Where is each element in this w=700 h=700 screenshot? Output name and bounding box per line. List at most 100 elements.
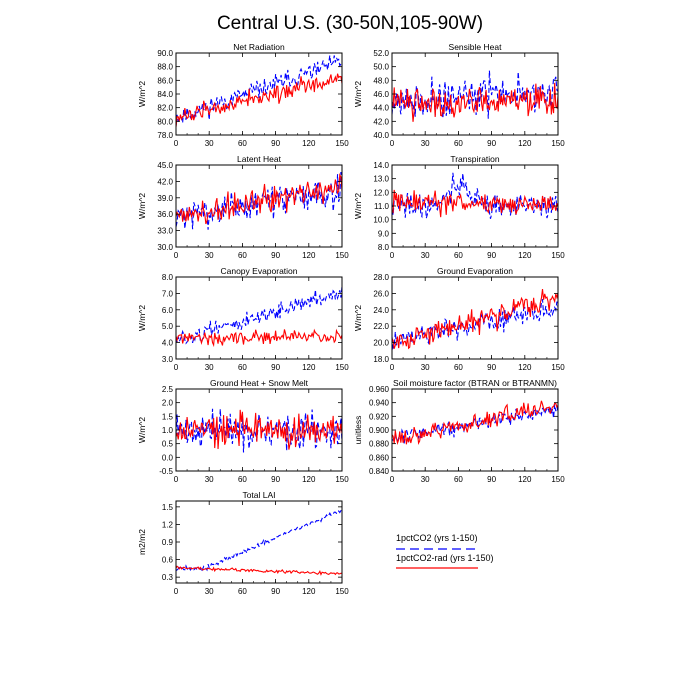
- series-line-1pctco2-rad: [392, 289, 558, 350]
- plot-frame: [175, 276, 343, 360]
- panel-ground-evaporation: 0 30 60 90 120 150 18.0 20.0 22.0 24.0 26.0 28.0 Gro…: [353, 266, 565, 372]
- series-group: [392, 400, 558, 446]
- x-tick-label: 150: [551, 363, 565, 372]
- y-tick-label: 0.9: [162, 538, 174, 547]
- series-line-1pctco2-rad: [176, 73, 342, 128]
- y-tick-label: 82.0: [157, 104, 173, 113]
- x-tick-label: 60: [238, 251, 247, 260]
- panel-latent-heat: 0 30 60 90 120 150 30.0 33.0 36.0 39.0 42.0 45.0 Lat…: [137, 154, 349, 260]
- x-tick-label: 0: [390, 139, 395, 148]
- series-line-1pctco2-rad: [176, 565, 342, 576]
- panel-title: Ground Heat + Snow Melt: [210, 378, 309, 388]
- panel-title: Transpiration: [450, 154, 500, 164]
- x-tick-label: 90: [271, 251, 280, 260]
- y-tick-label: 24.0: [373, 306, 389, 315]
- y-tick-label: 40.0: [373, 131, 389, 140]
- y-tick-label: 8.0: [162, 273, 174, 282]
- y-tick-label: 78.0: [157, 131, 173, 140]
- y-tick-label: 28.0: [373, 273, 389, 282]
- series-line-1pctco2-rad: [176, 172, 342, 225]
- x-tick-label: 30: [205, 251, 214, 260]
- y-tick-label: 3.0: [162, 355, 174, 364]
- y-axis-label: unitless: [353, 416, 363, 445]
- panel-title: Total LAI: [242, 490, 275, 500]
- panel-title: Soil moisture factor (BTRAN or BTRANMN): [393, 378, 557, 388]
- series-line-1pctco2: [392, 172, 558, 219]
- y-tick-label: 86.0: [157, 76, 173, 85]
- y-tick-label: 42.0: [157, 177, 173, 186]
- series-line-1pctco2-rad: [176, 328, 342, 348]
- x-tick-label: 60: [454, 363, 463, 372]
- x-tick-label: 90: [271, 587, 280, 596]
- series-group: [176, 55, 342, 128]
- plot-frame: [175, 164, 343, 248]
- x-tick-label: 90: [487, 251, 496, 260]
- y-tick-label: 42.0: [373, 117, 389, 126]
- y-tick-label: 6.0: [162, 306, 174, 315]
- y-axis-label: W/m^2: [137, 81, 147, 107]
- y-tick-label: 39.0: [157, 194, 173, 203]
- y-tick-label: 50.0: [373, 63, 389, 72]
- x-tick-label: 120: [302, 475, 316, 484]
- y-tick-label: 10.0: [373, 216, 389, 225]
- x-tick-label: 30: [205, 475, 214, 484]
- x-tick-label: 60: [454, 251, 463, 260]
- series-line-1pctco2-rad: [176, 409, 342, 450]
- y-tick-label: 0.3: [162, 573, 174, 582]
- y-tick-label: 84.0: [157, 90, 173, 99]
- panel-ground-heat-snow-melt: 0 30 60 90 120 150 -0.5 0.0 0.5 1.0 1.5 2.0 2.5 Groun…: [137, 378, 349, 484]
- x-tick-label: 120: [302, 139, 316, 148]
- x-tick-label: 60: [454, 139, 463, 148]
- y-axis-label: W/m^2: [353, 81, 363, 107]
- y-tick-label: 5.0: [162, 322, 174, 331]
- panel-canopy-evaporation: 0 30 60 90 120 150 3.0 4.0 5.0 6.0 7.0 8.0 Canopy Ev…: [137, 266, 349, 372]
- y-axis-label: W/m^2: [137, 305, 147, 331]
- x-tick-label: 150: [551, 251, 565, 260]
- y-axis-label: m2/m2: [137, 529, 147, 555]
- series-line-1pctco2: [392, 70, 558, 119]
- x-tick-label: 90: [487, 139, 496, 148]
- x-tick-label: 90: [271, 475, 280, 484]
- y-tick-label: 22.0: [373, 322, 389, 331]
- y-tick-label: 90.0: [157, 49, 173, 58]
- y-tick-label: 30.0: [157, 243, 173, 252]
- y-tick-label: -0.5: [159, 467, 173, 476]
- x-tick-label: 0: [174, 475, 179, 484]
- panel-soil-moisture-factor-btran-or-btranmn: 0 30 60 90 120 150 0.840 0.860 0.880 0.900 0.920 0.…: [353, 378, 565, 484]
- y-tick-label: 36.0: [157, 210, 173, 219]
- legend-label-1pctco2: 1pctCO2 (yrs 1-150): [396, 533, 478, 543]
- y-tick-label: 18.0: [373, 355, 389, 364]
- y-tick-label: 0.840: [369, 467, 390, 476]
- y-tick-label: 0.5: [162, 440, 174, 449]
- x-tick-label: 60: [238, 363, 247, 372]
- x-tick-label: 60: [238, 587, 247, 596]
- x-tick-label: 0: [174, 363, 179, 372]
- y-tick-label: 7.0: [162, 289, 174, 298]
- y-tick-label: 1.5: [162, 412, 174, 421]
- y-tick-label: 0.900: [369, 426, 390, 435]
- y-axis-label: W/m^2: [137, 417, 147, 443]
- y-tick-label: 0.940: [369, 399, 390, 408]
- y-tick-label: 0.920: [369, 412, 390, 421]
- x-tick-label: 30: [421, 251, 430, 260]
- x-tick-label: 120: [302, 587, 316, 596]
- y-tick-label: 4.0: [162, 339, 174, 348]
- panel-title: Canopy Evaporation: [220, 266, 297, 276]
- y-axis-label: W/m^2: [353, 305, 363, 331]
- x-tick-label: 30: [205, 587, 214, 596]
- y-tick-label: 1.2: [162, 520, 174, 529]
- panel-title: Latent Heat: [237, 154, 282, 164]
- series-group: [176, 286, 342, 348]
- y-tick-label: 12.0: [373, 188, 389, 197]
- plot-frame: [391, 388, 559, 472]
- y-tick-label: 45.0: [157, 161, 173, 170]
- series-line-1pctco2-rad: [392, 189, 558, 218]
- y-tick-label: 20.0: [373, 339, 389, 348]
- series-group: [392, 172, 558, 219]
- panel-title: Sensible Heat: [449, 42, 503, 52]
- x-tick-label: 150: [551, 139, 565, 148]
- x-tick-label: 150: [335, 587, 349, 596]
- panel-net-radiation: 0 30 60 90 120 150 78.0 80.0 82.0 84.0 86.0 88.0 90.…: [137, 42, 349, 148]
- figure-title: Central U.S. (30-50N,105-90W): [217, 13, 483, 34]
